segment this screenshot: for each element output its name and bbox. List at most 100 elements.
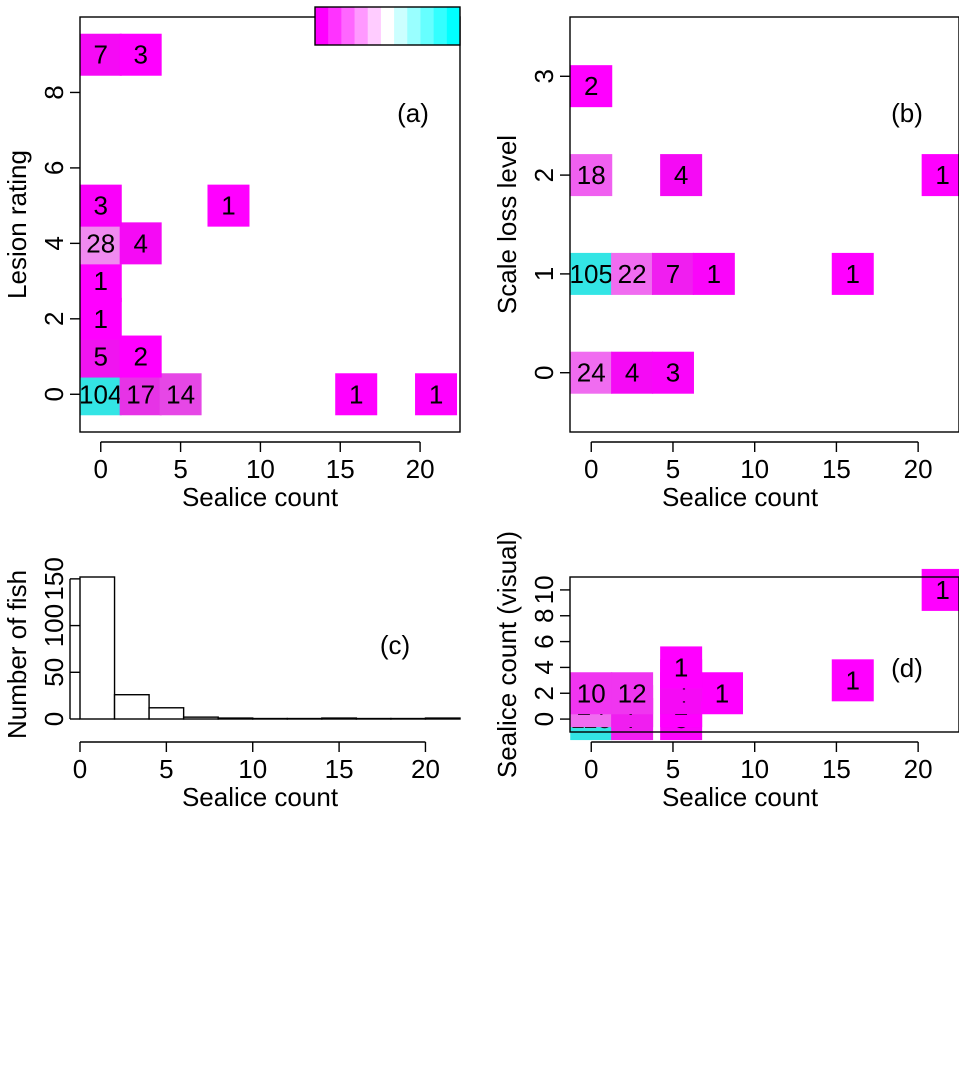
heatmap-cell xyxy=(119,335,162,378)
heatmap-cell xyxy=(79,33,122,76)
x-tick-label: 5 xyxy=(666,454,680,484)
histogram-bar xyxy=(424,717,461,720)
cell-count-label: 2 xyxy=(133,342,147,372)
color-bar-swatch xyxy=(354,7,369,45)
y-tick-label: 2 xyxy=(529,686,559,700)
plot-frame xyxy=(569,576,959,733)
color-bar-swatch xyxy=(433,7,448,45)
y-tick-label: 0 xyxy=(529,712,559,726)
color-bar xyxy=(314,6,461,46)
heatmap-cell xyxy=(611,672,654,715)
heatmap-cell xyxy=(159,373,202,416)
panel-label: (d) xyxy=(891,653,923,683)
y-tick-label: 3 xyxy=(529,69,559,83)
histogram-bar xyxy=(321,717,358,720)
x-tick-label: 20 xyxy=(406,454,435,484)
y-tick-label: 8 xyxy=(529,609,559,623)
heatmap-cell xyxy=(660,154,703,197)
cell-count-label: 3 xyxy=(133,40,147,70)
y-axis-title: Number of fish xyxy=(2,570,32,739)
x-tick-label: 0 xyxy=(94,454,108,484)
x-tick-label: 5 xyxy=(666,754,680,784)
heatmap-cell xyxy=(651,252,694,295)
color-bar-swatch xyxy=(328,7,342,45)
cell-count-label: 1 xyxy=(674,652,688,682)
heatmap-cell xyxy=(79,335,122,378)
color-bar-swatch xyxy=(367,7,382,45)
cell-count-label: 1 xyxy=(715,678,729,708)
histogram-bar xyxy=(148,707,185,720)
cell-count-label: 1 xyxy=(935,575,949,605)
cell-count-label: 24 xyxy=(577,358,606,388)
y-tick-label: 10 xyxy=(529,575,559,604)
heatmap-cell xyxy=(79,184,122,227)
heatmap-cell xyxy=(207,184,250,227)
x-axis-title: Sealice count xyxy=(182,482,339,512)
y-axis-title: Scale loss level xyxy=(492,135,522,314)
heatmap-cell xyxy=(119,222,162,265)
y-tick-label: 50 xyxy=(39,658,69,687)
histogram-bar xyxy=(113,694,150,720)
cell-count-label: 7 xyxy=(94,40,108,70)
heatmap-cell xyxy=(921,154,959,197)
cell-count-label: 104 xyxy=(79,379,122,409)
panel-label: (b) xyxy=(891,98,923,128)
y-tick-label: 2 xyxy=(529,168,559,182)
x-tick-label: 5 xyxy=(173,454,187,484)
heatmap-cell xyxy=(570,672,613,715)
heatmap-cell xyxy=(611,252,654,295)
plot-frame xyxy=(79,16,461,433)
cell-count-label: 7 xyxy=(666,259,680,289)
heatmap-cell xyxy=(570,351,613,394)
heatmap-cell xyxy=(660,646,703,689)
x-tick-label: 15 xyxy=(822,454,851,484)
y-tick-label: 4 xyxy=(39,236,69,250)
heatmap-cell xyxy=(701,672,744,715)
heatmap-cell xyxy=(79,260,122,303)
histogram-bar xyxy=(217,717,254,720)
cell-count-label: 4 xyxy=(133,228,147,258)
heatmap-cell xyxy=(335,373,378,416)
color-bar-swatch xyxy=(315,7,329,45)
cell-count-label: 14 xyxy=(166,379,195,409)
heatmap-cell xyxy=(570,154,613,197)
color-bar-swatch xyxy=(341,7,356,45)
x-tick-label: 20 xyxy=(411,754,440,784)
y-tick-label: 0 xyxy=(529,365,559,379)
x-tick-label: 10 xyxy=(246,454,275,484)
heatmap-cell xyxy=(415,373,458,416)
y-tick-label: 4 xyxy=(529,660,559,674)
x-tick-label: 0 xyxy=(584,454,598,484)
y-tick-label: 2 xyxy=(39,312,69,326)
color-bar-swatch xyxy=(420,7,435,45)
cell-count-label: 1 xyxy=(221,191,235,221)
heatmap-cell xyxy=(79,373,122,416)
cell-count-label: 22 xyxy=(618,259,647,289)
x-axis-title: Sealice count xyxy=(662,782,819,812)
cell-count-label: 1 xyxy=(935,160,949,190)
cell-count-label: 2 xyxy=(584,71,598,101)
y-axis-title: Sealice count (visual) xyxy=(492,531,522,778)
x-axis-title: Sealice count xyxy=(662,482,819,512)
heatmap-cell xyxy=(79,297,122,340)
histogram-bar xyxy=(182,716,219,720)
cell-count-label: 1 xyxy=(846,259,860,289)
cell-count-label: 5 xyxy=(94,342,108,372)
heatmap-cell xyxy=(570,65,613,108)
cell-count-label: 17 xyxy=(126,379,155,409)
color-bar-swatch xyxy=(380,7,395,45)
heatmap-cell xyxy=(651,351,694,394)
y-axis-title: Lesion rating xyxy=(2,150,32,299)
cell-count-label: 1 xyxy=(429,379,443,409)
heatmap-cell xyxy=(921,568,959,611)
y-tick-label: 0 xyxy=(39,712,69,726)
x-tick-label: 15 xyxy=(822,754,851,784)
cell-count-label: 28 xyxy=(86,228,115,258)
heatmap-cell xyxy=(692,252,735,295)
heatmap-cell xyxy=(79,222,122,265)
y-tick-label: 6 xyxy=(39,161,69,175)
x-tick-label: 20 xyxy=(904,454,933,484)
x-tick-label: 0 xyxy=(584,754,598,784)
